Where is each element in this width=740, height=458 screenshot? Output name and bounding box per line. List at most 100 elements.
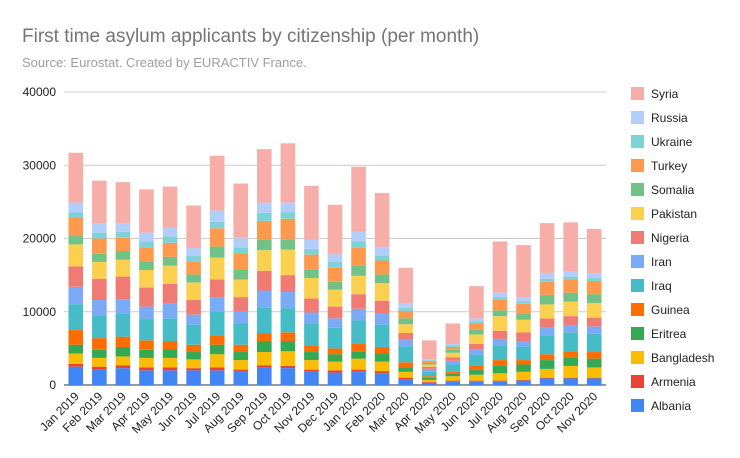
bar-segment	[68, 304, 84, 331]
bar-segment	[563, 378, 578, 385]
bar-segment	[421, 379, 437, 383]
bar-segment	[445, 373, 461, 377]
bar-segment	[304, 269, 319, 279]
bar-segment	[421, 364, 437, 367]
bar-segment	[563, 365, 578, 378]
legend-item: Iraq	[631, 279, 672, 293]
bar-stack	[469, 286, 484, 385]
bar-segment	[68, 266, 84, 287]
bar-segment	[92, 315, 107, 339]
y-tick-label: 10000	[23, 305, 57, 319]
bar-segment	[516, 364, 531, 372]
bar-segment	[304, 254, 319, 270]
bar-segment	[374, 260, 390, 275]
legend-label: Russia	[651, 111, 688, 125]
bar-segment	[68, 330, 84, 345]
bar-segment	[186, 274, 201, 283]
bar-segment	[563, 377, 578, 379]
bar-segment	[115, 356, 131, 366]
bar-segment	[374, 346, 390, 354]
bar-segment	[469, 349, 484, 355]
y-tick-label: 20000	[23, 232, 57, 246]
bar-segment	[139, 370, 154, 385]
bar-segment	[92, 349, 107, 358]
bar-segment	[421, 377, 437, 380]
legend-swatch	[631, 111, 644, 124]
bar-segment	[209, 246, 225, 258]
legend-swatch	[631, 87, 644, 100]
bar-segment	[304, 278, 319, 299]
bar-segment	[374, 324, 390, 347]
bar-segment	[327, 261, 343, 268]
bar-segment	[469, 343, 484, 350]
bar-segment	[233, 253, 249, 270]
bar-stack	[374, 193, 390, 385]
bar-segment	[421, 359, 437, 361]
bar-segment	[516, 332, 531, 342]
bar-segment	[256, 307, 272, 333]
bar-segment	[516, 380, 531, 385]
bar-segment	[162, 318, 178, 342]
bar-segment	[398, 346, 414, 363]
bar-segment	[421, 360, 437, 364]
bar-segment	[139, 241, 154, 249]
bar-segment	[209, 297, 225, 312]
bar-segment	[516, 319, 531, 333]
bars	[68, 143, 602, 385]
bar-segment	[586, 294, 602, 303]
bar-segment	[233, 371, 249, 385]
legend-label: Iraq	[651, 279, 672, 293]
bar-segment	[186, 352, 201, 360]
bar-segment	[586, 278, 602, 281]
bar-segment	[327, 318, 343, 328]
bar-segment	[374, 274, 390, 284]
legend-label: Guinea	[651, 303, 690, 317]
bar-segment	[115, 299, 131, 314]
bar-segment	[280, 341, 296, 352]
legend-label: Ukraine	[651, 135, 693, 149]
bar-segment	[280, 212, 296, 219]
bar-segment	[327, 253, 343, 262]
bar-segment	[256, 341, 272, 353]
bar-segment	[398, 302, 414, 309]
bar-segment	[92, 261, 107, 279]
bar-segment	[233, 323, 249, 345]
bar-segment	[586, 367, 602, 378]
bar-segment	[492, 360, 508, 366]
bar-segment	[374, 361, 390, 372]
bar-segment	[398, 379, 414, 385]
bar-segment	[469, 374, 484, 381]
bar-segment	[421, 363, 437, 365]
bar-segment	[539, 335, 555, 355]
y-tick-label: 40000	[23, 85, 57, 99]
legend-label: Eritrea	[651, 327, 687, 341]
bar-segment	[115, 276, 131, 300]
bar-segment	[304, 185, 319, 240]
bar-segment	[351, 320, 366, 344]
bar-segment	[256, 270, 272, 291]
bar-segment	[445, 376, 461, 381]
bar-segment	[351, 241, 366, 248]
bar-segment	[563, 301, 578, 317]
legend-label: Somalia	[651, 183, 695, 197]
legend-swatch	[631, 351, 644, 364]
bar-segment	[327, 289, 343, 307]
bar-segment	[139, 287, 154, 307]
bar-segment	[421, 366, 437, 369]
bar-segment	[68, 366, 84, 385]
legend-swatch	[631, 303, 644, 316]
bar-segment	[351, 231, 366, 242]
bar-segment	[162, 349, 178, 358]
bar-segment	[162, 227, 178, 237]
legend-swatch	[631, 183, 644, 196]
bar-segment	[492, 299, 508, 311]
bar-segment	[186, 314, 201, 325]
legend-item: Ukraine	[631, 135, 693, 149]
bar-stack	[539, 223, 555, 385]
bar-segment	[186, 300, 201, 315]
legend-label: Turkey	[651, 159, 687, 173]
bar-segment	[209, 354, 225, 368]
bar-segment	[186, 324, 201, 345]
bar-segment	[351, 371, 366, 385]
